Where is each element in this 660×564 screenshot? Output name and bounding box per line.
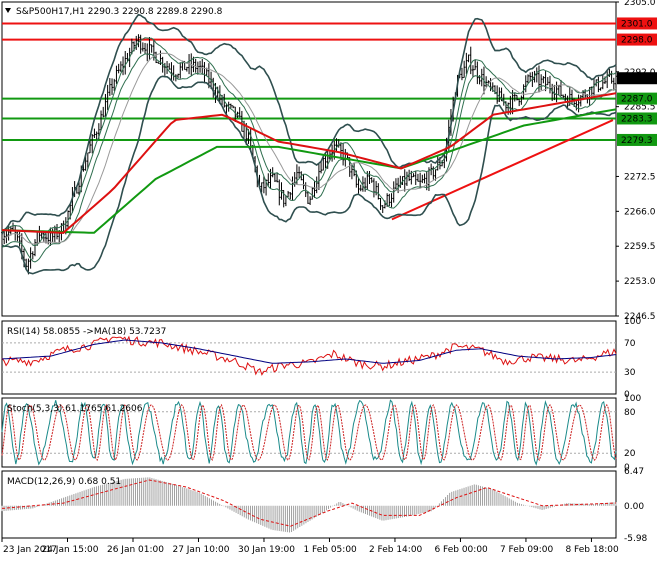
stoch-k-line [1, 399, 617, 466]
macd-indicator-label: MACD(12,26,9) 0.68 0.51 [7, 477, 121, 487]
rsi-y-tick: 70 [624, 339, 636, 349]
level-tag-text: 2283.3 [621, 114, 653, 124]
level-tag-2298.0 [617, 33, 657, 46]
level-tag-text: 2279.3 [621, 136, 653, 146]
rsi-indicator-label: RSI(14) 58.0855 ->MA(18) 53.7237 [7, 327, 166, 337]
macd-panel [1, 477, 617, 533]
stoch-y-tick: 20 [624, 449, 636, 459]
x-tick-label: 2 Feb 14:00 [369, 545, 423, 555]
level-tag-2290.8 [617, 72, 657, 85]
macd-y-tick: 6.47 [624, 467, 644, 477]
macd-y-tick: -5.98 [624, 534, 648, 544]
x-tick-label: 23 Jan 2017 [3, 545, 57, 555]
envelope-lower [1, 53, 617, 263]
y-tick-label: 2259.5 [624, 242, 656, 252]
y-tick-label: 2253.0 [624, 277, 656, 287]
y-tick-label: 2246.5 [624, 312, 656, 322]
stoch-d-line [1, 403, 617, 462]
stoch-y-tick: 80 [624, 408, 636, 418]
level-tag-2283.3 [617, 112, 657, 125]
level-tag-text: 2290.8 [621, 74, 653, 84]
symbol-quote-line: S&P500H17,H1 2290.3 2290.8 2289.8 2290.8 [16, 7, 223, 17]
moving-average-slow [1, 108, 617, 234]
panel-frame-main [1, 1, 617, 317]
y-tick-label: 2305.0 [624, 0, 656, 8]
moving-average-mid [1, 92, 617, 234]
level-tag-2287.0 [617, 92, 657, 105]
level-tag-2279.3 [617, 133, 657, 146]
rsi-line [1, 335, 617, 376]
level-tag-text: 2298.0 [621, 36, 653, 46]
rsi-y-tick: 0 [624, 390, 630, 400]
x-tick-label: 1 Feb 05:00 [303, 545, 357, 555]
dropdown-triangle-icon [5, 8, 11, 13]
bollinger-lower [1, 75, 617, 275]
rsi-y-tick: 100 [624, 317, 641, 327]
x-tick-label: 6 Feb 00:00 [434, 545, 488, 555]
level-tag-text: 2301.0 [621, 19, 653, 29]
panel-frame-rsi [1, 320, 617, 395]
y-tick-label: 2266.0 [624, 207, 656, 217]
envelope-upper [1, 37, 617, 247]
main-price-panel [1, 13, 617, 275]
axis-labels: 2305.02292.02285.52272.52266.02259.52253… [1, 0, 657, 555]
macd-signal-line [1, 479, 617, 527]
level-tag-text: 2287.0 [621, 95, 653, 105]
x-tick-label: 24 Jan 15:00 [41, 545, 98, 555]
stoch-indicator-label: Stoch(5,3,3) 61.1765 61.2606 [7, 404, 143, 414]
stoch-y-tick: 100 [624, 394, 641, 404]
y-tick-label: 2285.5 [624, 103, 656, 113]
rsi-y-tick: 30 [624, 368, 636, 378]
trendline [391, 119, 614, 221]
rsi-ma-line [1, 339, 617, 364]
rsi-panel [1, 335, 617, 376]
stoch-y-tick: 0 [624, 463, 630, 473]
x-tick-label: 7 Feb 09:00 [500, 545, 554, 555]
level-tag-2301.0 [617, 17, 657, 30]
x-tick-label: 30 Jan 19:00 [238, 545, 295, 555]
x-tick-label: 27 Jan 10:00 [172, 545, 229, 555]
stoch-panel [1, 399, 617, 466]
panel-frame-stoch [1, 397, 617, 468]
x-tick-label: 8 Feb 18:00 [565, 545, 619, 555]
bollinger-upper [1, 13, 617, 235]
bollinger-mid [1, 52, 617, 245]
x-tick-label: 26 Jan 01:00 [107, 545, 164, 555]
y-tick-label: 2272.5 [624, 172, 656, 182]
macd-y-tick: 0.00 [624, 502, 644, 512]
